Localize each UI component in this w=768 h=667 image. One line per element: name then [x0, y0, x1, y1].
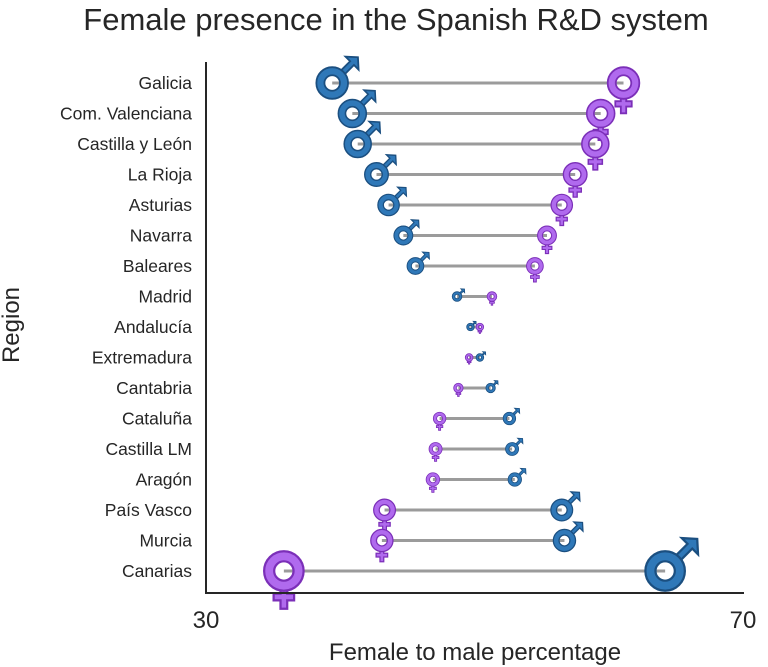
region-row: [393, 219, 557, 255]
male-marker: [343, 120, 382, 159]
region-label: Castilla y León: [77, 134, 192, 154]
female-marker: [526, 257, 544, 283]
male-marker: [475, 351, 487, 362]
plot-area: [263, 55, 700, 610]
female-marker: [581, 129, 610, 171]
region-row: [370, 521, 584, 563]
female-marker: [475, 322, 485, 334]
y-tick-labels: Galicia Com. Valenciana Castilla y León La …: [60, 73, 192, 581]
region-row: [406, 251, 544, 283]
region-label: Extremadura: [92, 348, 192, 368]
male-marker: [644, 536, 700, 592]
x-tick-label: 30: [193, 607, 220, 634]
female-marker: [486, 291, 498, 306]
male-marker: [466, 320, 477, 332]
male-marker: [315, 55, 360, 100]
region-row: [263, 536, 700, 610]
x-tick-label: 70: [730, 607, 757, 634]
region-label: Castilla LM: [105, 439, 192, 459]
region-label: Andalucía: [114, 317, 192, 337]
male-marker: [502, 407, 521, 426]
region-row: [377, 186, 574, 227]
region-row: [466, 320, 485, 334]
female-marker: [550, 193, 574, 227]
male-marker: [393, 219, 420, 246]
region-row: [373, 491, 581, 532]
region-label: Cantabria: [116, 378, 192, 398]
region-label: Navarra: [130, 226, 193, 246]
male-marker: [364, 154, 397, 187]
female-marker: [562, 162, 588, 198]
chart-title: Female presence in the Spanish R&D syste…: [83, 2, 708, 37]
male-marker: [406, 251, 430, 275]
region-label: Aragón: [136, 470, 192, 490]
region-row: [425, 467, 527, 493]
male-marker: [337, 89, 377, 129]
female-marker: [606, 66, 641, 115]
region-label: Madrid: [139, 287, 193, 307]
region-row: [337, 89, 616, 142]
female-marker: [432, 411, 447, 431]
male-marker: [505, 437, 524, 456]
male-marker: [550, 491, 581, 522]
y-axis-label: Region: [0, 287, 25, 363]
male-marker: [377, 186, 408, 217]
female-marker: [464, 353, 474, 365]
region-row: [453, 380, 499, 397]
female-marker: [428, 442, 443, 462]
region-label: Com. Valenciana: [60, 104, 192, 124]
region-row: [428, 437, 524, 462]
region-label: Asturias: [129, 195, 192, 215]
region-row: [451, 288, 498, 306]
female-marker: [425, 472, 441, 493]
region-row: [343, 120, 610, 171]
female-marker: [537, 225, 557, 255]
male-marker: [507, 467, 527, 487]
region-label: Galicia: [139, 73, 193, 93]
male-marker: [485, 380, 499, 394]
x-tick-labels: 30 70: [193, 607, 757, 634]
female-marker: [263, 550, 305, 610]
x-axis-label: Female to male percentage: [329, 639, 621, 666]
region-row: [315, 55, 641, 115]
region-label: País Vasco: [105, 500, 192, 520]
male-marker: [451, 288, 466, 302]
region-row: [364, 154, 588, 198]
female-marker: [370, 528, 394, 563]
region-label: La Rioja: [128, 165, 192, 185]
region-label: Cataluña: [122, 409, 192, 429]
male-marker: [552, 521, 584, 553]
female-marker: [373, 498, 397, 532]
region-row: [432, 407, 521, 431]
region-label: Murcia: [139, 531, 192, 551]
region-label: Canarias: [122, 561, 192, 581]
region-row: [464, 351, 487, 365]
region-label: Baleares: [123, 256, 192, 276]
female-marker: [453, 382, 464, 397]
